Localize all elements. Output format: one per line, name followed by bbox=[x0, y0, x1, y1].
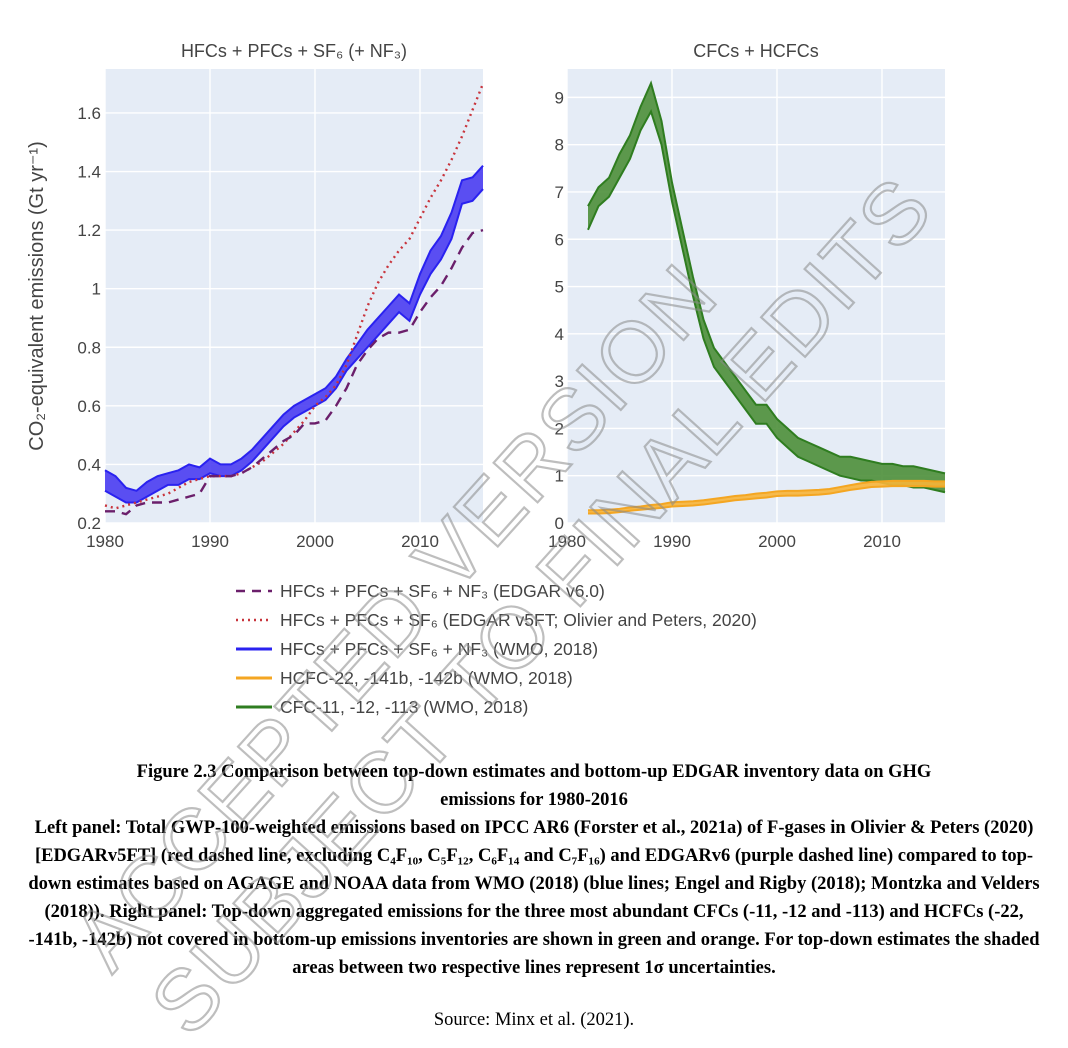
y-tick-label: 0.6 bbox=[77, 397, 101, 416]
plot-area bbox=[567, 69, 945, 523]
caption-title-line2: emissions for 1980-2016 bbox=[440, 790, 628, 810]
x-tick-label: 2010 bbox=[401, 532, 439, 551]
y-tick-label: 4 bbox=[555, 325, 564, 344]
panel-title: HFCs + PFCs + SF₆ (+ NF₃) bbox=[181, 41, 407, 61]
plot-area bbox=[105, 69, 483, 523]
y-tick-label: 1.6 bbox=[77, 104, 101, 123]
y-tick-label: 2 bbox=[555, 419, 564, 438]
y-tick-label: 1.2 bbox=[77, 221, 101, 240]
caption-title: Figure 2.3 Comparison between top-down e… bbox=[20, 758, 1048, 814]
x-tick-label: 1990 bbox=[653, 532, 691, 551]
y-tick-label: 3 bbox=[555, 372, 564, 391]
x-tick-label: 2000 bbox=[758, 532, 796, 551]
y-tick-label: 5 bbox=[555, 278, 564, 297]
y-tick-label: 0.2 bbox=[77, 514, 101, 533]
legend-label: CFC-11, -12, -113 (WMO, 2018) bbox=[280, 697, 528, 717]
y-tick-label: 0.8 bbox=[77, 338, 101, 357]
caption-source: Source: Minx et al. (2021). bbox=[433, 1010, 635, 1030]
y-tick-label: 7 bbox=[555, 183, 564, 202]
left-panel: 1980 1990 2000 2010 0.2 0.4 0.6 0.8 1 1.2 1.4 1.6 HF… bbox=[26, 41, 485, 551]
y-tick-label: 0 bbox=[555, 514, 564, 533]
legend-label: HCFC-22, -141b, -142b (WMO, 2018) bbox=[280, 668, 573, 688]
right-panel: 1980 1990 2000 2010 0 1 2 3 4 5 6 7 8 9 CFCs + HCFCs bbox=[548, 41, 946, 551]
y-tick-label: 0.4 bbox=[77, 455, 101, 474]
legend-label: HFCs + PFCs + SF₆ (EDGAR v5FT; Olivier a… bbox=[280, 610, 757, 630]
x-tick-label: 2000 bbox=[296, 532, 334, 551]
legend-label: HFCs + PFCs + SF₆ + NF₃ (WMO, 2018) bbox=[280, 639, 598, 659]
y-tick-label: 9 bbox=[555, 88, 564, 107]
x-tick-label: 1990 bbox=[191, 532, 229, 551]
uncertainty-band bbox=[588, 83, 945, 493]
x-tick-label: 1980 bbox=[86, 532, 124, 551]
caption-body: Left panel: Total GWP-100-weighted emiss… bbox=[28, 818, 1040, 978]
x-tick-label: 2010 bbox=[863, 532, 901, 551]
y-tick-label: 1 bbox=[92, 280, 101, 299]
y-tick-label: 6 bbox=[555, 230, 564, 249]
x-tick-label: 1980 bbox=[548, 532, 586, 551]
y-tick-label: 1 bbox=[555, 467, 564, 486]
y-tick-label: 1.4 bbox=[77, 163, 101, 182]
legend-label: HFCs + PFCs + SF₆ + NF₃ (EDGAR v6.0) bbox=[280, 581, 605, 601]
caption-title-line1: Figure 2.3 Comparison between top-down e… bbox=[136, 762, 932, 782]
legend: HFCs + PFCs + SF₆ + NF₃ (EDGAR v6.0) HFCs… bbox=[236, 581, 757, 717]
y-axis-label: CO₂-equivalent emissions (Gt yr⁻¹) bbox=[26, 141, 48, 451]
y-tick-label: 8 bbox=[555, 136, 564, 155]
panel-title: CFCs + HCFCs bbox=[693, 41, 819, 61]
